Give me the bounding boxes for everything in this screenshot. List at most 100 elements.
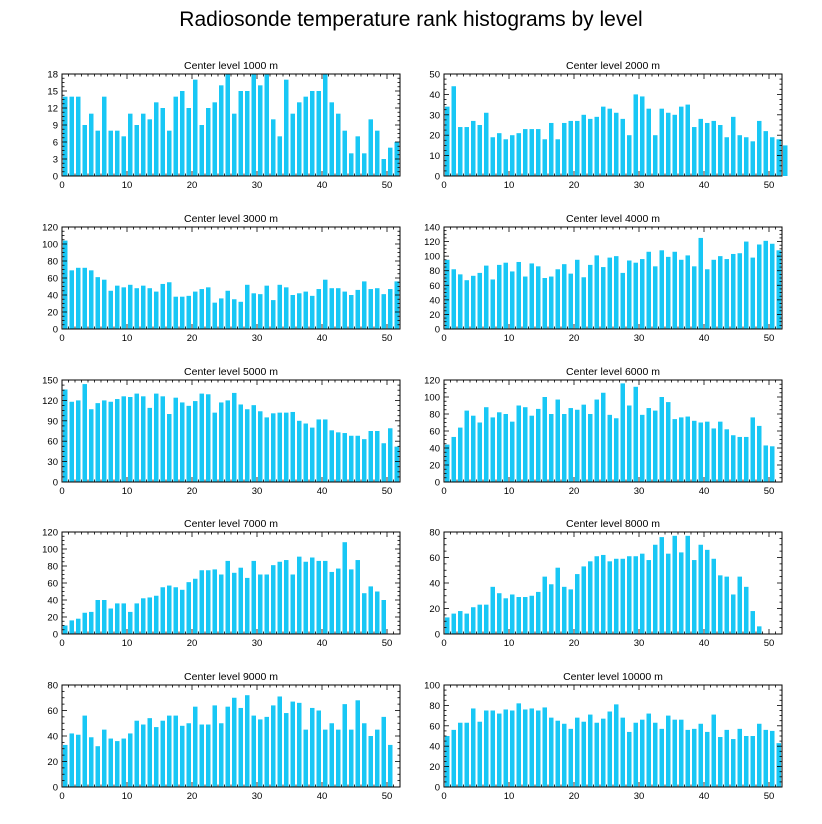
histogram-bar xyxy=(329,288,334,329)
histogram-bar xyxy=(653,722,658,787)
histogram-bar xyxy=(711,120,716,176)
histogram-bar xyxy=(471,607,476,634)
x-tick-label: 50 xyxy=(382,638,393,649)
histogram-bar xyxy=(627,405,632,482)
histogram-bar xyxy=(271,413,276,482)
x-tick-label: 20 xyxy=(187,333,198,344)
histogram-bar xyxy=(672,419,677,482)
y-tick-label: 60 xyxy=(47,437,58,448)
histogram-bar xyxy=(323,419,328,482)
histogram-bar xyxy=(290,295,295,329)
histogram-bar xyxy=(718,421,723,482)
y-tick-label: 80 xyxy=(47,257,58,268)
histogram-bar xyxy=(698,237,703,329)
histogram-bar xyxy=(568,273,573,329)
histogram-bar xyxy=(368,431,373,482)
histogram-bar xyxy=(128,284,133,329)
histogram-bar xyxy=(310,707,315,787)
histogram-bar xyxy=(484,710,489,787)
x-tick-label: 10 xyxy=(122,486,133,497)
histogram-bar xyxy=(108,738,113,787)
histogram-bar xyxy=(568,728,573,787)
panel-title: Center level 6000 m xyxy=(566,366,660,378)
y-tick-label: 10 xyxy=(429,151,440,162)
histogram-bar xyxy=(232,392,237,482)
histogram-bar xyxy=(381,600,386,634)
histogram-bar xyxy=(458,611,463,634)
y-tick-label: 30 xyxy=(429,110,440,121)
histogram-bar xyxy=(134,393,139,482)
histogram-bar xyxy=(277,412,282,482)
histogram-bar xyxy=(568,120,573,176)
histogram-bar xyxy=(750,141,755,176)
histogram-bar xyxy=(219,85,224,176)
histogram-bar xyxy=(484,407,489,482)
histogram-bar xyxy=(497,412,502,482)
histogram-bar xyxy=(310,295,315,329)
histogram-bar xyxy=(219,298,224,329)
histogram-bar xyxy=(718,575,723,634)
histogram-bar xyxy=(245,284,250,329)
histogram-bar xyxy=(199,570,204,634)
y-tick-label: 0 xyxy=(435,172,440,183)
histogram-bar xyxy=(355,289,360,329)
histogram-bar xyxy=(698,544,703,634)
y-tick-label: 80 xyxy=(47,562,58,573)
histogram-bar xyxy=(316,91,321,176)
x-tick-label: 50 xyxy=(382,486,393,497)
histogram-bar xyxy=(529,415,534,482)
x-tick-label: 0 xyxy=(441,638,446,649)
histogram-bar xyxy=(542,397,547,482)
histogram-bar xyxy=(529,129,534,176)
histogram-bar xyxy=(659,537,664,634)
y-tick-label: 40 xyxy=(47,291,58,302)
histogram-bar xyxy=(180,91,185,176)
histogram-bar xyxy=(121,287,126,329)
histogram-bar xyxy=(368,736,373,787)
histogram-panel: Center level 4000 m 0 10 20 30 40 50 0 20 40 60 80 1… xyxy=(424,213,783,344)
histogram-panel: Center level 8000 m 0 10 20 30 40 50 0 20 40 60 80 xyxy=(429,518,783,649)
y-tick-label: 40 xyxy=(429,90,440,101)
histogram-bar xyxy=(555,269,560,329)
histogram-bar xyxy=(464,410,469,482)
histogram-bar xyxy=(490,710,495,787)
x-tick-label: 20 xyxy=(569,333,580,344)
histogram-bar xyxy=(594,116,599,176)
histogram-bar xyxy=(666,256,671,329)
histogram-bar xyxy=(757,626,762,634)
histogram-bar xyxy=(63,96,68,176)
histogram-bar xyxy=(594,722,599,787)
histogram-bar xyxy=(173,397,178,482)
histogram-bar xyxy=(607,414,612,482)
histogram-bar xyxy=(581,114,586,176)
y-tick-label: 80 xyxy=(429,266,440,277)
histogram-bar xyxy=(212,412,217,482)
x-tick-label: 30 xyxy=(634,791,645,802)
histogram-bar xyxy=(323,729,328,788)
histogram-bar xyxy=(232,572,237,634)
y-tick-label: 100 xyxy=(424,681,440,692)
histogram-bar xyxy=(562,414,567,482)
histogram-bar xyxy=(685,104,690,176)
histogram-bar xyxy=(277,561,282,634)
histogram-bar xyxy=(206,724,211,787)
x-tick-label: 30 xyxy=(252,333,263,344)
y-tick-label: 60 xyxy=(429,721,440,732)
histogram-bar xyxy=(212,302,217,329)
histogram-bar xyxy=(232,299,237,329)
histogram-bar xyxy=(258,85,263,176)
histogram-bar xyxy=(679,259,684,329)
histogram-bar xyxy=(497,133,502,176)
histogram-bar xyxy=(711,558,716,634)
histogram-bar xyxy=(698,723,703,787)
histogram-bar xyxy=(82,384,87,482)
y-tick-label: 60 xyxy=(47,274,58,285)
histogram-bar xyxy=(76,734,81,787)
histogram-bar xyxy=(69,401,74,482)
x-tick-label: 10 xyxy=(504,486,515,497)
x-tick-label: 20 xyxy=(187,638,198,649)
histogram-bar xyxy=(147,119,152,176)
histogram-bar xyxy=(147,718,152,787)
histogram-bar xyxy=(251,715,256,787)
histogram-bar xyxy=(601,267,606,329)
